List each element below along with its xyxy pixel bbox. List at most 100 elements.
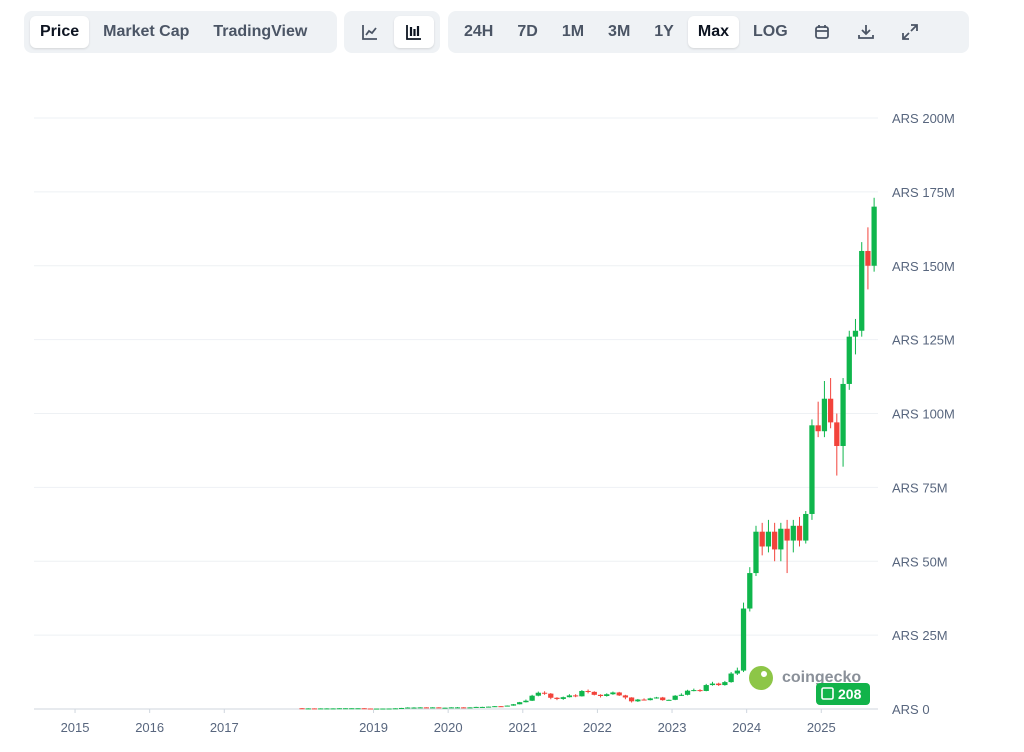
candle-body [436,707,442,709]
candle-body [846,336,852,384]
candle-body [572,695,579,697]
candle-body [753,531,759,574]
candle-body [859,250,865,331]
candle-body [585,690,591,692]
candle-body [473,706,479,708]
toolbar-button[interactable]: 7D [517,23,538,40]
candle-body [790,525,796,541]
candle-body [423,707,430,709]
y-tick-label: ARS 150M [892,259,955,274]
candle-body [479,706,485,708]
candle-body [342,708,349,710]
candle-body [809,425,815,514]
candle-body [610,692,616,695]
badge-text: 208 [838,686,862,702]
badge [816,683,870,705]
candle-body [591,691,597,695]
candle-body [517,702,523,705]
candle-body [827,398,834,423]
candle-body [498,706,504,708]
candle-body [448,707,454,709]
candle-body [386,708,392,710]
candle-body [772,531,778,550]
y-tick-label: ARS 125M [892,333,955,348]
candle-body [691,690,697,692]
view-group [344,11,440,53]
toolbar-button[interactable]: 24H [464,23,494,40]
x-tick-label: 2017 [210,720,239,735]
candle-body [865,250,871,266]
fullscreen-button[interactable] [890,16,930,48]
candle-body [566,695,573,698]
candle-body [367,708,374,710]
candle-body [697,690,703,692]
candle-body [442,707,448,709]
candle-body [815,425,821,432]
candle-body [454,707,461,709]
logo-eye [761,671,767,677]
candle-body [336,708,342,710]
logo [749,666,773,690]
candle-body [672,695,678,700]
toolbar-button[interactable]: LOG [752,23,788,40]
candle-body [628,697,635,702]
toolbar-button[interactable]: 1M [561,23,585,40]
candle-body [523,700,529,703]
candle-body [709,683,716,686]
toolbar-button[interactable]: Price [30,16,90,48]
candle-body [722,682,728,686]
candle-body [778,528,784,550]
badge-icon [821,687,834,700]
candle-body [597,694,604,696]
candle-body [840,383,846,447]
y-tick-label: ARS 200M [892,111,955,126]
range-group: 24H 7D 1M 3M 1Y Max LOG [448,11,969,53]
candle-body [852,330,859,337]
candle-body [678,694,684,696]
toolbar-button[interactable]: Max [687,16,739,48]
y-tick-label: ARS 50M [892,554,948,569]
candle-body [349,708,355,710]
y-tick-label: ARS 25M [892,628,948,643]
download-button[interactable] [846,16,886,48]
x-tick-label: 2022 [583,720,612,735]
candle-body [299,708,305,710]
candle-body [305,708,311,710]
candle-body [405,707,411,709]
line-icon [362,25,377,40]
toolbar-button[interactable]: 1Y [654,23,674,40]
candle-view-button[interactable] [394,16,434,48]
y-tick-label: ARS 0 [892,702,930,717]
y-tick-label: ARS 175M [892,185,955,200]
toolbar-button[interactable]: Market Cap [103,23,190,40]
x-tick-label: 2025 [807,720,836,735]
candle-body [411,707,417,709]
plot: ARS 0 ARS 25M ARS 50M ARS 75M ARS 100M ARS 12… [34,111,955,735]
line-view-button[interactable] [350,16,390,48]
candle-body [616,692,622,696]
candle-body [324,708,330,710]
toolbar-button[interactable]: 3M [608,23,631,40]
candle-body [871,206,877,266]
candle-icon [406,25,421,40]
candle-body [728,673,734,683]
candle-body [684,690,691,695]
candle-body [821,398,828,432]
candle-body [796,525,803,541]
calendar-button[interactable] [802,16,842,48]
candle-body [716,683,722,686]
calendar-icon [814,25,829,39]
candle-body [734,670,740,674]
toolbar-button[interactable]: TradingView [213,23,308,40]
x-tick-label: 2024 [732,720,761,735]
candle-body [492,706,498,708]
x-tick-label: 2023 [658,720,687,735]
y-tick-label: ARS 100M [892,407,955,422]
candle-body [485,706,492,708]
x-tick-label: 2015 [61,720,90,735]
candle-body [417,707,423,709]
x-tick-label: 2021 [508,720,537,735]
candle-body [647,698,653,701]
candle-body [374,708,380,710]
